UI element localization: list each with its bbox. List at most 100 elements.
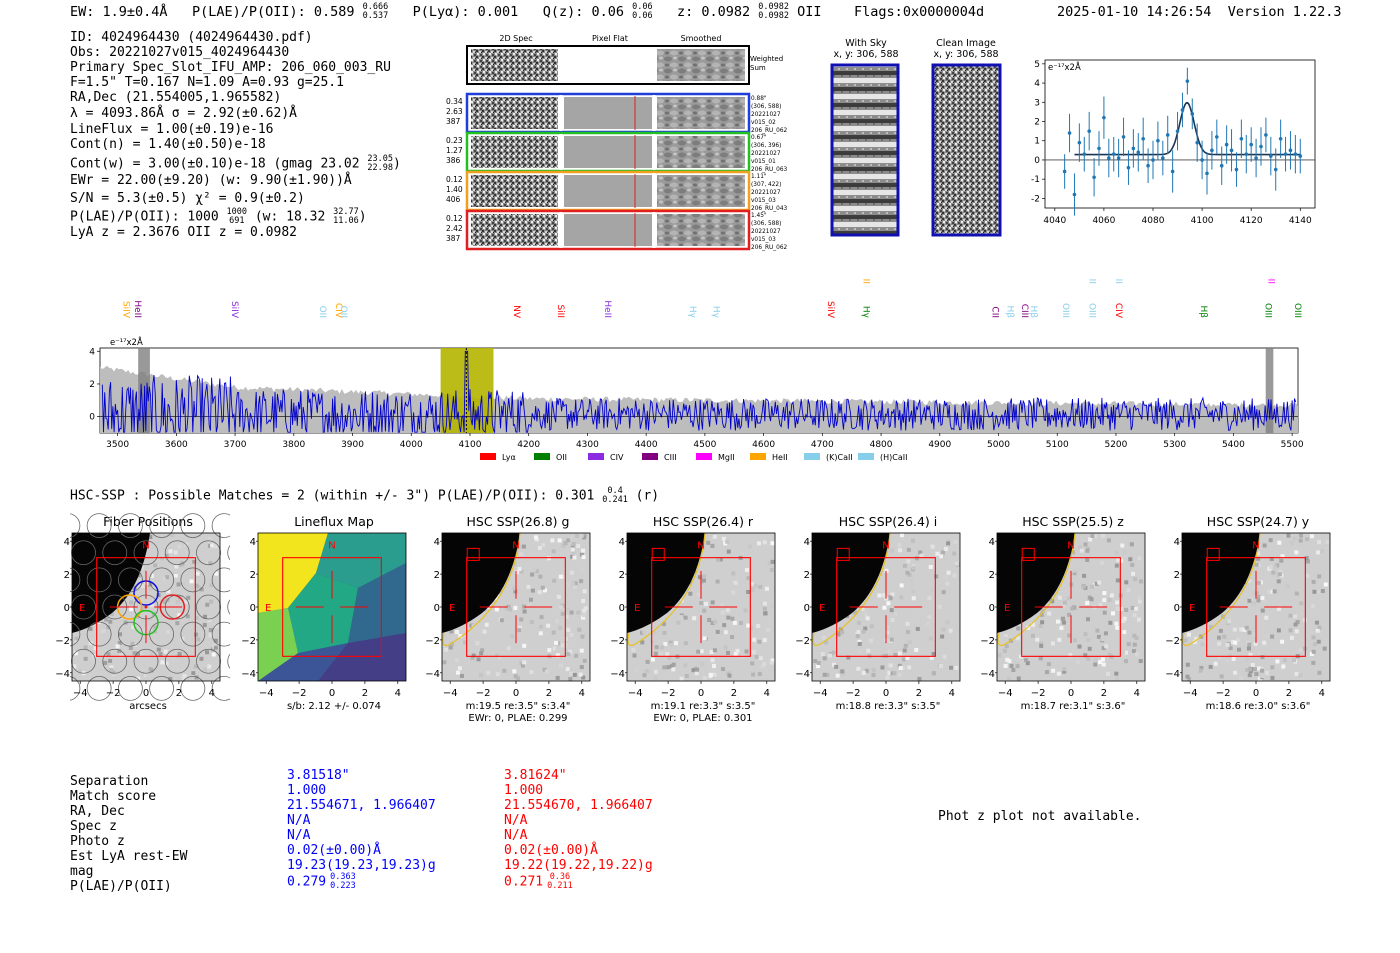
match-value-text: N/A xyxy=(504,813,528,828)
noise-pixel xyxy=(915,626,920,631)
noise-pixel xyxy=(890,635,895,640)
noise-pixel xyxy=(506,646,511,651)
noise-pixel xyxy=(762,540,767,545)
noise-pixel xyxy=(716,557,721,562)
zoom-data-point xyxy=(1298,154,1303,158)
noise-pixel xyxy=(865,616,870,621)
spectral-line-label: CIV xyxy=(1113,303,1123,319)
noise-pixel xyxy=(1247,642,1252,647)
noise-pixel xyxy=(581,548,586,553)
noise-pixel xyxy=(749,626,754,631)
legend-label: CIII xyxy=(664,453,677,462)
noise-pixel xyxy=(207,664,212,669)
spec2d-row-right-label: 206_RU_062 xyxy=(751,128,788,134)
zoom-data-point xyxy=(1229,148,1234,153)
noise-pixel xyxy=(529,670,534,675)
noise-pixel xyxy=(823,640,828,645)
noise-pixel xyxy=(448,666,453,671)
spec2d-row-2d xyxy=(471,97,558,129)
noise-pixel xyxy=(709,650,714,655)
noise-pixel xyxy=(930,544,935,549)
lineflux-map-region xyxy=(348,563,406,643)
xtick-label: −2 xyxy=(1031,688,1046,699)
noise-pixel xyxy=(941,627,946,632)
noise-pixel xyxy=(762,601,767,606)
noise-pixel xyxy=(181,581,186,586)
noise-pixel xyxy=(570,554,575,559)
noise-pixel xyxy=(209,583,214,588)
noise-pixel xyxy=(882,605,887,610)
noise-pixel xyxy=(1050,599,1055,604)
zoom-ytick-label: 4 xyxy=(1034,79,1040,89)
noise-pixel xyxy=(577,627,582,632)
noise-pixel xyxy=(856,620,861,625)
compass-n: N xyxy=(512,541,519,552)
noise-pixel xyxy=(746,576,751,581)
match-value-text: 0.02(±0.00)Å xyxy=(287,843,381,858)
legend-swatch xyxy=(750,453,766,460)
xtick-label: −2 xyxy=(1216,688,1231,699)
noise-pixel xyxy=(1239,676,1244,681)
noise-pixel xyxy=(886,625,891,630)
zoom-data-point xyxy=(1175,129,1180,133)
ytick-label: 2 xyxy=(64,570,70,581)
noise-pixel xyxy=(1298,538,1303,543)
noise-pixel xyxy=(519,661,524,666)
noise-pixel xyxy=(1269,556,1274,561)
noise-pixel xyxy=(952,551,957,556)
fiber-circle xyxy=(86,513,112,539)
noise-pixel xyxy=(1314,620,1319,625)
zoom-data-point xyxy=(1195,140,1199,145)
noise-pixel xyxy=(1090,584,1095,589)
noise-pixel xyxy=(106,625,111,630)
xtick-label: 2 xyxy=(916,688,922,699)
fullspec-ytick-label: 0 xyxy=(89,413,95,423)
spec2d-row-left-label: 406 xyxy=(446,195,461,204)
noise-pixel xyxy=(720,603,725,608)
legend-label: HeII xyxy=(772,453,788,462)
noise-pixel xyxy=(906,559,911,564)
noise-pixel xyxy=(564,642,569,647)
fiber-circle xyxy=(211,621,230,647)
noise-pixel xyxy=(202,667,207,672)
noise-pixel xyxy=(108,658,113,663)
fiber-circle xyxy=(196,594,221,620)
noise-pixel xyxy=(1115,625,1120,630)
noise-pixel xyxy=(520,663,525,668)
noise-pixel xyxy=(519,617,524,622)
noise-pixel xyxy=(835,673,840,678)
noise-pixel xyxy=(856,666,861,671)
noise-pixel xyxy=(551,549,556,554)
noise-pixel xyxy=(1217,641,1222,646)
info-fwhm: F=1.5" T=0.167 N=1.09 A=0.93 g=25.1 xyxy=(70,75,344,90)
legend-swatch xyxy=(534,453,550,460)
hsc-panel-yaxis-4: 4 2 0 −2 −4 xyxy=(795,537,810,680)
spec2d-row-right-label: v015_03 xyxy=(751,237,776,243)
spec2d-row-right-label: 0.67" xyxy=(751,135,767,141)
noise-pixel xyxy=(93,646,98,651)
noise-pixel xyxy=(942,645,947,650)
noise-pixel xyxy=(1077,644,1082,649)
zoom-xtick-label: 4100 xyxy=(1191,216,1214,226)
spectral-line-label: SiIV xyxy=(120,301,130,319)
ytick-label: −2 xyxy=(241,636,256,647)
noise-pixel xyxy=(702,608,707,613)
noise-pixel xyxy=(1256,666,1261,671)
match-value-text: 1.000 xyxy=(287,783,327,798)
noise-pixel xyxy=(1288,613,1293,618)
noise-pixel xyxy=(1264,615,1269,620)
fullspec-xtick-label: 5300 xyxy=(1163,440,1186,450)
noise-pixel xyxy=(1101,646,1106,651)
hsc-panel-0: Fiber Positions N E −4 −2 0 2 4 arcsecs xyxy=(70,513,230,712)
noise-pixel xyxy=(1262,640,1267,645)
fullspec-ytick-label: 4 xyxy=(89,347,95,357)
noise-pixel xyxy=(683,663,688,668)
fiber-circle xyxy=(180,513,206,539)
noise-pixel xyxy=(832,662,837,667)
zoom-data-point xyxy=(1072,192,1077,197)
noise-pixel xyxy=(1183,638,1188,643)
noise-pixel xyxy=(1126,577,1131,582)
noise-pixel xyxy=(123,620,128,625)
noise-pixel xyxy=(109,665,114,670)
